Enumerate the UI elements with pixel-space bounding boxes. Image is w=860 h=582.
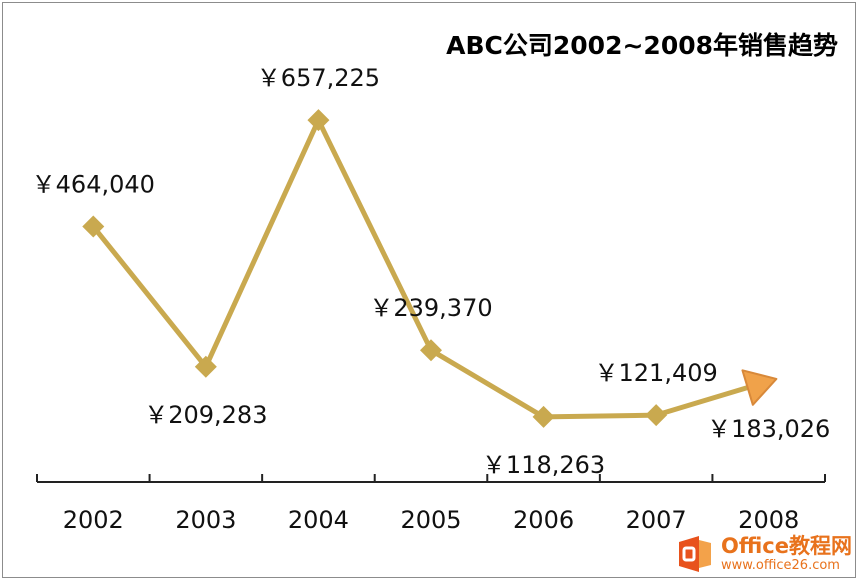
x-tick-label-2003: 2003 — [175, 506, 236, 534]
data-label-2002: ￥464,040 — [32, 171, 155, 199]
data-label-2004: ￥657,225 — [257, 64, 380, 92]
data-point-2008 — [741, 369, 778, 406]
data-label-2005: ￥239,370 — [369, 294, 492, 322]
x-tick-label-2008: 2008 — [738, 506, 799, 534]
watermark-brand: Office教程网 — [721, 534, 852, 558]
data-label-2003: ￥209,283 — [144, 401, 267, 429]
x-tick-labels: 2002 2003 2004 2005 2006 2007 2008 — [63, 506, 800, 534]
data-point-2006 — [532, 405, 555, 428]
watermark-url: www.office26.com — [721, 558, 840, 573]
x-tick-label-2004: 2004 — [288, 506, 349, 534]
data-label-2008: ￥183,026 — [707, 415, 830, 443]
x-axis — [36, 474, 826, 483]
x-tick-label-2002: 2002 — [63, 506, 124, 534]
data-point-2003 — [194, 355, 217, 378]
data-labels: ￥464,040 ￥209,283 ￥657,225 ￥239,370 ￥118,263… — [32, 64, 831, 479]
data-point-2005 — [420, 339, 442, 362]
x-tick-label-2005: 2005 — [400, 506, 461, 534]
x-tick-label-2006: 2006 — [513, 506, 574, 534]
data-point-2002 — [82, 215, 105, 238]
data-label-2006: ￥118,263 — [482, 451, 605, 479]
data-label-2007: ￥121,409 — [595, 359, 718, 387]
series-markers — [82, 109, 778, 428]
watermark-text: Office教程网 www.office26.com — [721, 534, 852, 573]
chart-title: ABC公司2002~2008年销售趋势 — [446, 31, 838, 60]
office-logo-icon — [675, 534, 715, 574]
watermark: Office教程网 www.office26.com — [675, 532, 852, 576]
data-point-2004 — [307, 109, 330, 132]
x-tick-label-2007: 2007 — [626, 506, 687, 534]
data-point-2007 — [645, 404, 668, 427]
